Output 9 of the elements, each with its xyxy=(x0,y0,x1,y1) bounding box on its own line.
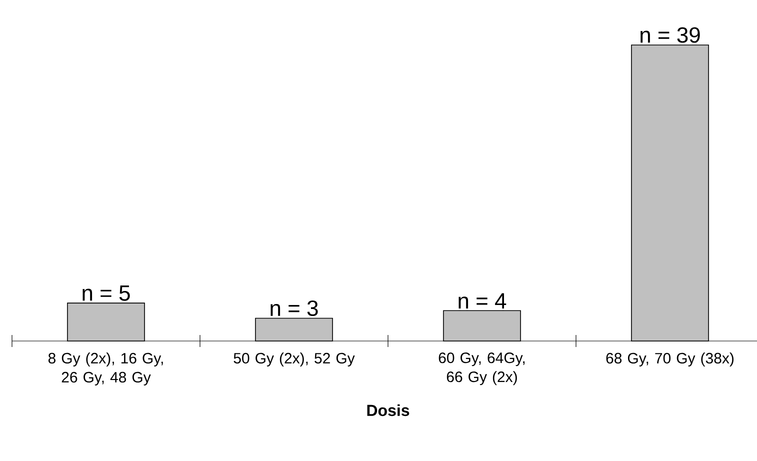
data-label: n = 4 xyxy=(458,293,506,308)
x-tick-label: 60 Gy, 64Gy, 66 Gy (2x) xyxy=(438,352,525,386)
data-label: n = 5 xyxy=(82,285,130,301)
data-label: n = 3 xyxy=(270,300,318,316)
data-label: n = 39 xyxy=(640,27,700,43)
x-tick-label: 8 Gy (2x), 16 Gy, 26 Gy, 48 Gy xyxy=(48,352,163,386)
x-tick-label: 68 Gy, 70 Gy (38x) xyxy=(606,352,734,366)
x-axis-title: Dosis xyxy=(367,404,410,416)
x-tick-label: 50 Gy (2x), 52 Gy xyxy=(234,352,355,366)
